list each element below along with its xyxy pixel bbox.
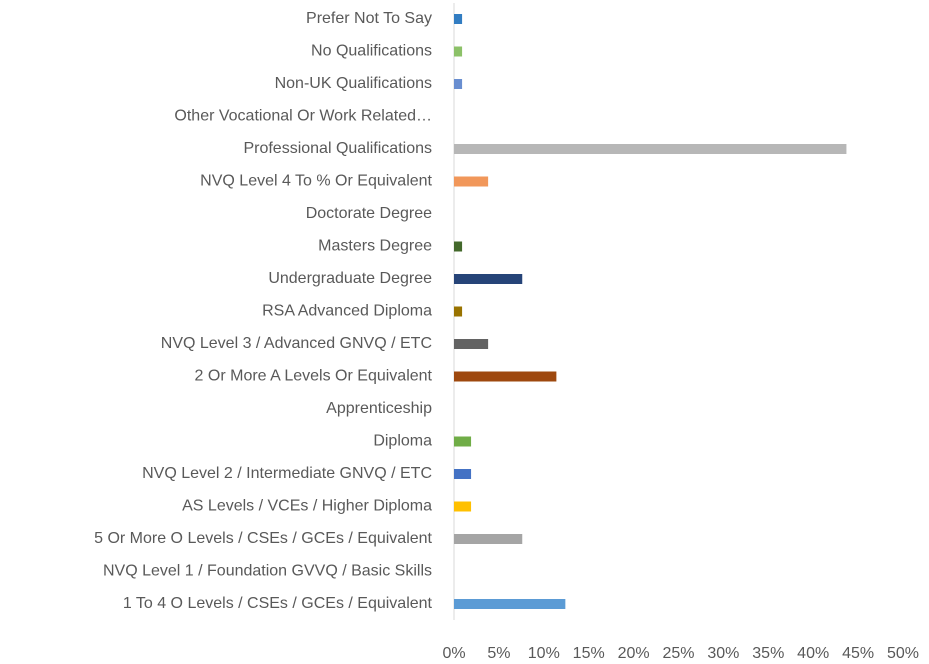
y-tick-label: NVQ Level 2 / Intermediate GNVQ / ETC — [142, 465, 432, 482]
y-tick-label: Professional Qualifications — [243, 140, 432, 157]
x-tick-label: 5% — [487, 645, 510, 662]
y-tick-label: Masters Degree — [318, 238, 432, 255]
bar — [454, 176, 489, 187]
bar — [454, 274, 523, 284]
bar — [454, 469, 472, 479]
x-tick-label: 10% — [528, 645, 560, 662]
x-tick-label: 15% — [573, 645, 605, 662]
y-tick-label: Undergraduate Degree — [268, 270, 432, 287]
bar — [454, 534, 523, 544]
y-tick-label: No Qualifications — [311, 43, 432, 60]
y-tick-label: Doctorate Degree — [306, 205, 432, 222]
bar — [454, 14, 463, 24]
y-tick-label: AS Levels / VCEs / Higher Diploma — [182, 498, 432, 515]
y-tick-label: 2 Or More A Levels Or Equivalent — [195, 368, 433, 385]
bar — [454, 79, 463, 89]
bar — [454, 436, 472, 447]
bar — [454, 144, 847, 154]
y-tick-label: Other Vocational Or Work Related… — [174, 108, 432, 125]
y-tick-label: Diploma — [373, 433, 432, 450]
x-tick-label: 35% — [752, 645, 784, 662]
bar — [454, 501, 472, 512]
bar — [454, 241, 463, 252]
x-tick-label: 45% — [842, 645, 874, 662]
y-tick-label: Apprenticeship — [326, 400, 432, 417]
y-tick-label: 5 Or More O Levels / CSEs / GCEs / Equiv… — [94, 530, 432, 547]
bar — [454, 599, 566, 609]
x-tick-label: 25% — [662, 645, 694, 662]
y-tick-label: NVQ Level 4 To % Or Equivalent — [200, 173, 432, 190]
x-tick-label: 0% — [442, 645, 465, 662]
bar — [454, 371, 557, 382]
x-tick-label: 30% — [707, 645, 739, 662]
y-tick-label: Prefer Not To Say — [306, 10, 432, 27]
bar — [454, 306, 463, 317]
y-tick-label: Non-UK Qualifications — [275, 75, 432, 92]
y-tick-label: NVQ Level 3 / Advanced GNVQ / ETC — [161, 335, 432, 352]
bar — [454, 339, 489, 349]
bar — [454, 46, 463, 57]
x-tick-label: 20% — [618, 645, 650, 662]
y-tick-label: NVQ Level 1 / Foundation GVVQ / Basic Sk… — [103, 563, 432, 580]
x-tick-label: 50% — [887, 645, 919, 662]
y-tick-label: 1 To 4 O Levels / CSEs / GCEs / Equivale… — [123, 595, 433, 612]
y-tick-label: RSA Advanced Diploma — [262, 303, 432, 320]
x-tick-label: 40% — [797, 645, 829, 662]
